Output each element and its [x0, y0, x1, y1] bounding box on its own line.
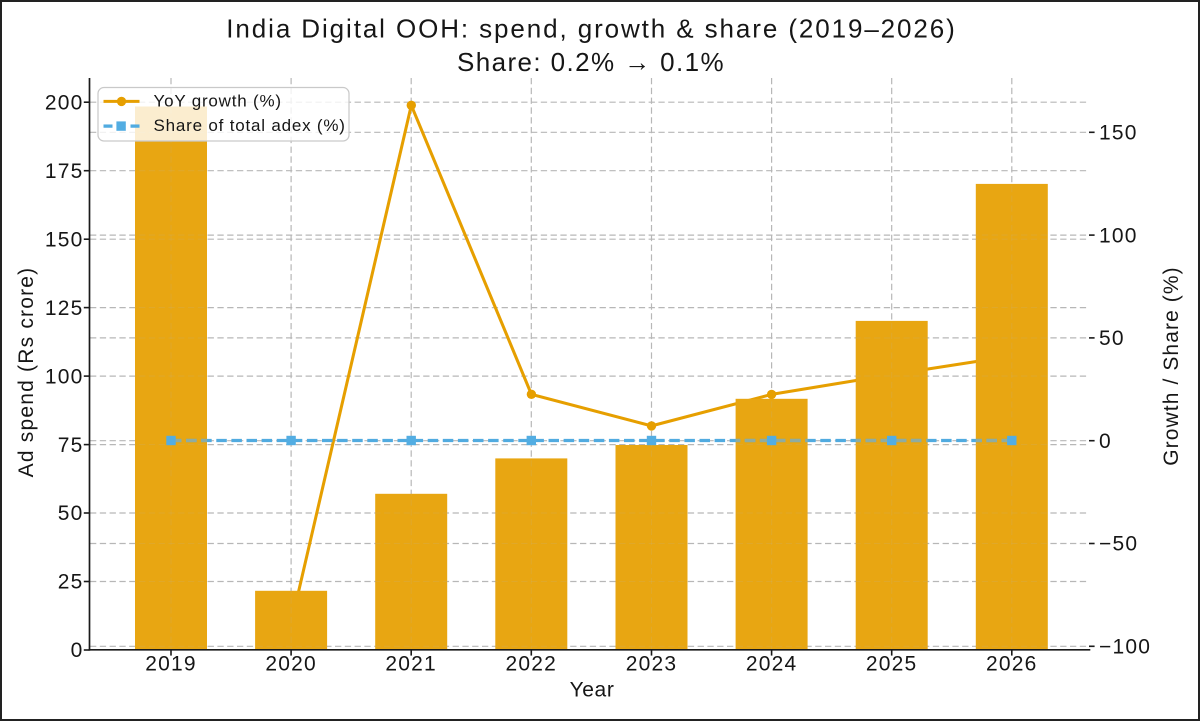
- svg-text:2024: 2024: [746, 653, 798, 676]
- svg-text:175: 175: [45, 160, 84, 183]
- svg-text:50: 50: [58, 502, 84, 525]
- svg-text:−100: −100: [1099, 636, 1151, 659]
- svg-text:200: 200: [45, 91, 84, 114]
- svg-text:125: 125: [45, 297, 84, 320]
- svg-text:YoY growth (%): YoY growth (%): [154, 91, 282, 110]
- svg-text:100: 100: [1099, 224, 1138, 247]
- svg-text:0: 0: [71, 639, 84, 662]
- svg-text:2023: 2023: [626, 653, 678, 676]
- svg-text:2026: 2026: [986, 653, 1038, 676]
- svg-text:75: 75: [58, 434, 84, 457]
- svg-text:150: 150: [45, 228, 84, 251]
- svg-text:Share: 0.2% → 0.1%: Share: 0.2% → 0.1%: [457, 47, 725, 77]
- svg-text:2025: 2025: [866, 653, 918, 676]
- svg-text:India Digital OOH: spend, grow: India Digital OOH: spend, growth & share…: [226, 14, 956, 44]
- svg-text:2021: 2021: [385, 653, 437, 676]
- svg-text:Share of total adex (%): Share of total adex (%): [154, 116, 346, 135]
- svg-text:150: 150: [1099, 122, 1138, 145]
- svg-text:0: 0: [1099, 430, 1112, 453]
- svg-text:−50: −50: [1099, 533, 1138, 556]
- svg-text:2020: 2020: [265, 653, 317, 676]
- svg-text:25: 25: [58, 571, 84, 594]
- svg-text:Growth / Share (%): Growth / Share (%): [1160, 266, 1183, 466]
- svg-text:2019: 2019: [145, 653, 197, 676]
- svg-text:Ad spend (Rs crore): Ad spend (Rs crore): [15, 267, 38, 478]
- svg-text:Year: Year: [570, 679, 615, 702]
- svg-text:2022: 2022: [506, 653, 558, 676]
- svg-text:50: 50: [1099, 327, 1125, 350]
- svg-text:100: 100: [45, 365, 84, 388]
